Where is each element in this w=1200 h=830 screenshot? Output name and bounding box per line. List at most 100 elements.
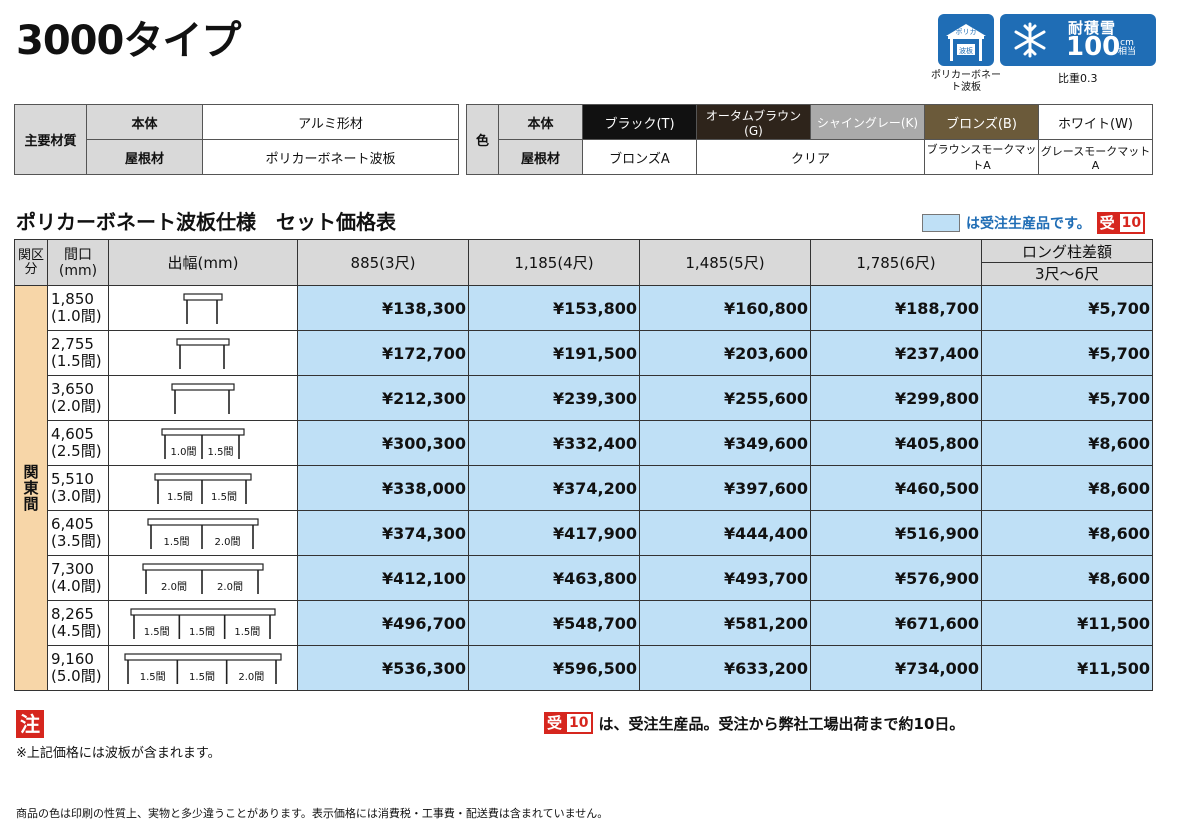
price-cell: ¥332,400 <box>468 420 640 466</box>
width-cell: 5,510 (3.0間) <box>47 465 109 511</box>
frame-beam <box>176 338 230 346</box>
section-title: ポリカーボネート波板仕様 セット価格表 <box>16 210 396 234</box>
price-table: 関区分 間口(mm) 出幅(mm) 885(3尺) 1,185(4尺) 1,48… <box>14 239 1153 691</box>
frame-diagram-cell: 1.5間 1.5間 1.5間 <box>108 600 298 646</box>
width-mm: 4,605 <box>51 425 94 443</box>
roof-color: ブラウンスモークマットA <box>924 139 1039 175</box>
body-label: 本体 <box>86 104 203 140</box>
width-cell: 2,755 (1.5間) <box>47 330 109 376</box>
width-mm: 7,300 <box>51 560 94 578</box>
color-swatch: シャイングレー(K) <box>810 104 925 140</box>
col-header: 1,485(5尺) <box>639 239 811 286</box>
color-swatch: ホワイト(W) <box>1038 104 1153 140</box>
price-cell: ¥633,200 <box>639 645 811 691</box>
span-label: 1.5間 <box>164 536 190 548</box>
width-cell: 3,650 (2.0間) <box>47 375 109 421</box>
table-row: 5,510 (3.0間) 1.5間 1.5間 ¥338,000 ¥374,200 ¥397,… <box>15 465 1153 511</box>
snow-load-badge: 耐積雪 100 cm 相当 <box>1000 14 1156 66</box>
frame-beam <box>124 653 282 661</box>
price-cell: ¥493,700 <box>639 555 811 601</box>
table-row: 4,605 (2.5間) 1.0間 1.5間 ¥300,300 ¥332,400 ¥349,… <box>15 420 1153 466</box>
price-cell: ¥671,600 <box>810 600 982 646</box>
made-to-order-tag: 受 10 <box>544 712 593 734</box>
made-to-order-swatch <box>922 214 960 232</box>
region-cell: 関東間 <box>14 285 48 691</box>
frame-diagram-icon: 1.5間 1.5間 <box>154 473 252 504</box>
roof-color: グレースモークマットA <box>1038 139 1153 175</box>
long-post-price-cell: ¥8,600 <box>981 465 1153 511</box>
span-label: 1.5間 <box>208 446 234 458</box>
price-cell: ¥548,700 <box>468 600 640 646</box>
color-label: 色 <box>466 104 499 175</box>
tag-mark: 受 <box>1096 212 1118 234</box>
snow-unit-bottom: 相当 <box>1118 47 1137 57</box>
color-swatch: ブラック(T) <box>582 104 697 140</box>
price-cell: ¥237,400 <box>810 330 982 376</box>
frame-diagram-cell: 1.0間 1.5間 <box>108 420 298 466</box>
price-cell: ¥405,800 <box>810 420 982 466</box>
price-cell: ¥460,500 <box>810 465 982 511</box>
price-cell: ¥212,300 <box>297 375 469 421</box>
width-cell: 1,850 (1.0間) <box>47 285 109 331</box>
width-cell: 8,265 (4.5間) <box>47 600 109 646</box>
frame-diagram-cell: 1.5間 1.5間 <box>108 465 298 511</box>
snowflake-icon <box>1014 22 1046 58</box>
frame-diagram-cell <box>108 375 298 421</box>
long-post-title: ロング柱差額 <box>982 241 1152 263</box>
main-material-label: 主要材質 <box>14 104 87 175</box>
frame-diagram-icon: 2.0間 2.0間 <box>142 563 264 594</box>
snow-load-unit: cm 相当 <box>1118 39 1136 57</box>
price-cell: ¥463,800 <box>468 555 640 601</box>
width-mm: 3,650 <box>51 380 94 398</box>
frame-beam <box>183 293 223 301</box>
span-label: 1.0間 <box>171 446 197 458</box>
long-post-price-cell: ¥8,600 <box>981 510 1153 556</box>
note-text: ※上記価格には波板が含まれます。 <box>16 746 221 761</box>
tag-days: 10 <box>1117 212 1146 234</box>
long-post-price-cell: ¥8,600 <box>981 555 1153 601</box>
width-cell: 6,405 (3.5間) <box>47 510 109 556</box>
span-label: 2.0間 <box>215 536 241 548</box>
frame-diagram-icon: 1.0間 1.5間 <box>161 428 245 459</box>
price-cell: ¥734,000 <box>810 645 982 691</box>
price-cell: ¥581,200 <box>639 600 811 646</box>
legend-text: は受注生産品です。 <box>966 216 1091 232</box>
snow-load-label: 耐積雪 <box>1068 19 1117 37</box>
frame-beam <box>130 608 276 616</box>
table-row: 9,160 (5.0間) 1.5間 1.5間 2.0間 ¥536,300 ¥596,500 ¥… <box>15 645 1153 691</box>
depth-header: 出幅(mm) <box>108 239 298 286</box>
frame-diagram-cell: 2.0間 2.0間 <box>108 555 298 601</box>
long-post-price-cell: ¥11,500 <box>981 600 1153 646</box>
frame-diagram-icon <box>176 338 230 369</box>
price-cell: ¥417,900 <box>468 510 640 556</box>
color-swatch: ブロンズ(B) <box>924 104 1039 140</box>
frame-beam <box>171 383 235 391</box>
span-label: 1.5間 <box>211 491 237 503</box>
price-cell: ¥239,300 <box>468 375 640 421</box>
width-mm: 5,510 <box>51 470 94 488</box>
frame-beam <box>142 563 264 571</box>
width-ken: (4.0間) <box>51 577 102 595</box>
span-label: 1.5間 <box>144 626 170 638</box>
price-cell: ¥138,300 <box>297 285 469 331</box>
made-to-order-note: 受 10 は、受注生産品。受注から弊社工場出荷まで約10日。 <box>544 712 964 734</box>
col-header: 1,185(4尺) <box>468 239 640 286</box>
price-cell: ¥299,800 <box>810 375 982 421</box>
table-row: 3,650 (2.0間) ¥212,300 ¥239,300 ¥255,600 ¥299,… <box>15 375 1153 421</box>
frame-diagram-icon: 1.5間 1.5間 2.0間 <box>124 653 282 684</box>
color-spec-table: 色 本体 ブラック(T) オータムブラウン(G) シャイングレー(K) ブロンズ… <box>466 104 1153 175</box>
width-ken: (4.5間) <box>51 622 102 640</box>
polycarbonate-roof-badge: ポリカ 波板 <box>938 14 994 66</box>
width-mm: 2,755 <box>51 335 94 353</box>
table-row: 2,755 (1.5間) ¥172,700 ¥191,500 ¥203,600 ¥237,… <box>15 330 1153 376</box>
roof-badge-caption: ポリカーボネート波板 <box>931 70 1001 93</box>
width-ken: (3.0間) <box>51 487 102 505</box>
width-cell: 4,605 (2.5間) <box>47 420 109 466</box>
price-cell: ¥153,800 <box>468 285 640 331</box>
width-mm: 6,405 <box>51 515 94 533</box>
snow-load-value: 100 <box>1066 32 1121 62</box>
tag-days: 10 <box>565 712 593 734</box>
span-label: 1.5間 <box>234 626 260 638</box>
legend: は受注生産品です。 受 10 <box>922 212 1146 234</box>
long-post-header: ロング柱差額 3尺〜6尺 <box>981 239 1153 286</box>
